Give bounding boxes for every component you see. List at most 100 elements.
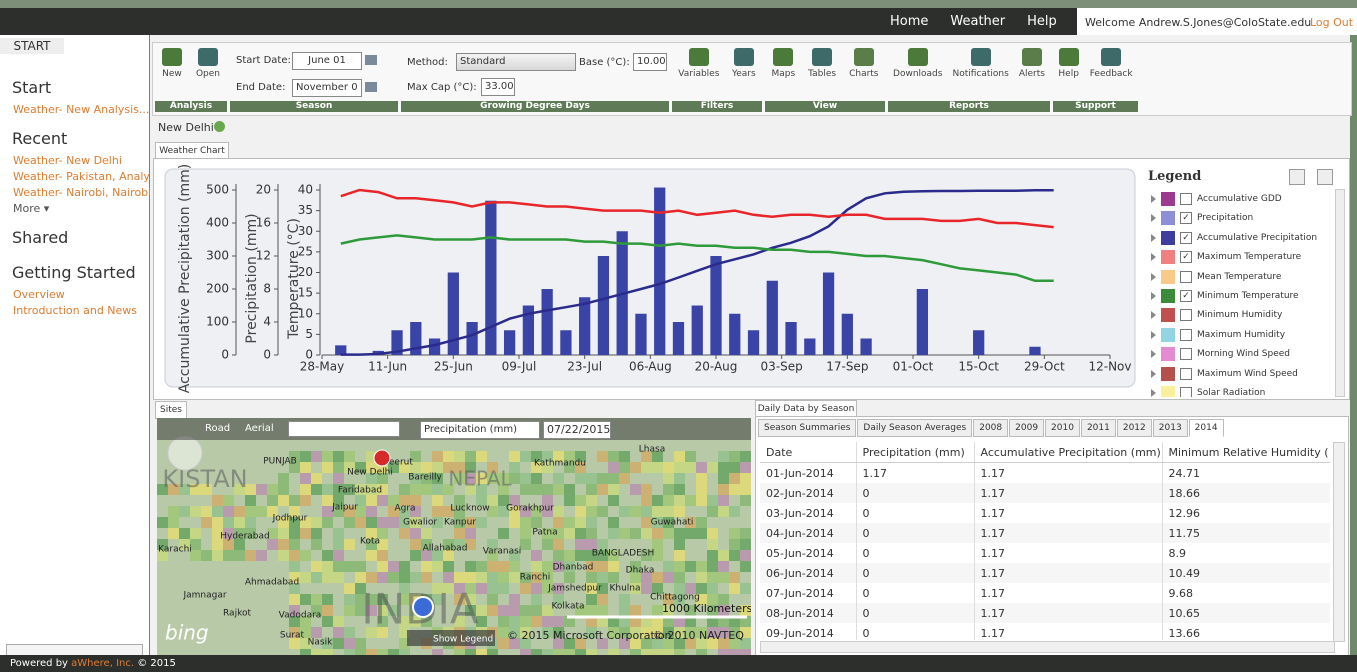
- legend-checkbox[interactable]: ✓: [1180, 232, 1192, 244]
- legend-item[interactable]: Minimum Humidity: [1151, 308, 1282, 322]
- toolbar-button[interactable]: Charts: [849, 48, 878, 103]
- info-button[interactable]: [413, 597, 433, 617]
- toolbar-button[interactable]: Open: [196, 48, 220, 103]
- table-hscrollbar[interactable]: [760, 641, 1335, 653]
- bing-logo: bing: [165, 621, 209, 645]
- season-tab[interactable]: 2009: [1009, 419, 1044, 437]
- legend-label: Maximum Wind Speed: [1197, 369, 1298, 379]
- map-pin[interactable]: [374, 450, 390, 466]
- help-icon[interactable]: [214, 121, 225, 132]
- season-tab[interactable]: 2012: [1117, 419, 1152, 437]
- company-link[interactable]: aWhere, Inc.: [71, 658, 134, 669]
- sidebar-link[interactable]: Weather- Nairobi, Nairobi: [13, 186, 151, 199]
- season-tab[interactable]: 2008: [973, 419, 1008, 437]
- season-tab[interactable]: 2011: [1081, 419, 1116, 437]
- legend-scrollbar[interactable]: [1335, 189, 1345, 397]
- toolbar-button[interactable]: Alerts: [1019, 48, 1045, 103]
- legend-item[interactable]: ✓Precipitation: [1151, 211, 1253, 225]
- legend-checkbox[interactable]: [1180, 348, 1192, 360]
- sidebar-link[interactable]: Weather- New Analysis...: [13, 103, 149, 116]
- toolbar-button[interactable]: Tables: [808, 48, 836, 103]
- date-input[interactable]: 07/22/2015: [543, 421, 611, 439]
- legend-button[interactable]: [1289, 169, 1305, 185]
- legend-checkbox[interactable]: [1180, 271, 1192, 283]
- sidebar-link[interactable]: Introduction and News: [13, 304, 137, 317]
- season-tab[interactable]: Daily Season Averages: [857, 419, 972, 437]
- toolbar-button[interactable]: New: [162, 48, 182, 103]
- map-tile: [597, 506, 608, 517]
- calendar-icon[interactable]: [365, 55, 377, 65]
- toolbar-button[interactable]: Variables: [678, 48, 719, 103]
- road-button[interactable]: Road: [205, 423, 230, 434]
- sidebar-link[interactable]: More ▾: [13, 202, 49, 215]
- legend-item[interactable]: Maximum Wind Speed: [1151, 367, 1298, 381]
- legend-item[interactable]: Morning Wind Speed: [1151, 347, 1290, 361]
- legend-checkbox[interactable]: [1180, 387, 1192, 397]
- toolbar-button[interactable]: Help: [1058, 48, 1079, 103]
- sidebar-link[interactable]: Weather- New Delhi: [13, 154, 122, 167]
- search-box[interactable]: [288, 421, 400, 437]
- toolbar-button[interactable]: Downloads: [893, 48, 942, 103]
- legend-item[interactable]: ✓Maximum Temperature: [1151, 250, 1301, 264]
- toolbar-button[interactable]: Notifications: [952, 48, 1008, 103]
- season-tab[interactable]: Season Summaries: [758, 419, 856, 437]
- legend-item[interactable]: ✓Accumulative Precipitation: [1151, 231, 1317, 245]
- toolbar-button[interactable]: Feedback: [1090, 48, 1133, 103]
- map-tile: [729, 572, 740, 583]
- method-select[interactable]: Standard: [456, 53, 576, 71]
- calendar-icon[interactable]: [365, 82, 377, 92]
- map-tile: [718, 506, 729, 517]
- layer-select[interactable]: Precipitation (mm): [420, 421, 540, 439]
- legend-item[interactable]: Mean Temperature: [1151, 270, 1281, 284]
- nav-link[interactable]: Weather: [950, 14, 1005, 29]
- legend-checkbox[interactable]: ✓: [1180, 290, 1192, 302]
- nav-link[interactable]: Help: [1027, 14, 1057, 29]
- sidebar-link[interactable]: Weather- Pakistan, Analys: [13, 170, 156, 183]
- legend-checkbox[interactable]: ✓: [1180, 251, 1192, 263]
- legend-item[interactable]: ✓Minimum Temperature: [1151, 289, 1299, 303]
- map-tile: [322, 462, 333, 473]
- toolbar-button[interactable]: Years: [732, 48, 756, 103]
- start-input[interactable]: June 01: [292, 52, 362, 70]
- start-tab[interactable]: START: [0, 38, 64, 54]
- table-scrollbar[interactable]: [1333, 442, 1345, 642]
- logout-link[interactable]: Log Out: [1310, 16, 1353, 29]
- map-tile: [289, 550, 300, 561]
- precip-bar: [842, 314, 853, 355]
- legend-item[interactable]: Accumulative GDD: [1151, 192, 1282, 206]
- zoom-control[interactable]: [168, 436, 202, 470]
- place-label: Lucknow: [450, 504, 489, 514]
- cap-input[interactable]: 33.00: [481, 78, 515, 96]
- map-tile: [377, 517, 388, 528]
- season-tab[interactable]: 2014: [1189, 419, 1224, 437]
- end-input[interactable]: November 0: [292, 79, 362, 97]
- legend-checkbox[interactable]: [1180, 329, 1192, 341]
- legend-item[interactable]: Maximum Humidity: [1151, 328, 1285, 342]
- season-tab[interactable]: 2013: [1153, 419, 1188, 437]
- aerial-button[interactable]: Aerial: [245, 423, 274, 434]
- legend-button[interactable]: [1317, 169, 1333, 185]
- toolbar-button[interactable]: Maps: [771, 48, 795, 103]
- chart-tab[interactable]: Weather Chart: [155, 142, 229, 159]
- base-input[interactable]: 10.00: [633, 53, 667, 71]
- nav-link[interactable]: Home: [890, 14, 928, 29]
- legend-item[interactable]: Solar Radiation: [1151, 386, 1265, 397]
- sites-tab[interactable]: Sites: [155, 401, 187, 419]
- legend-checkbox[interactable]: [1180, 309, 1192, 321]
- precip-bar: [542, 289, 553, 355]
- legend-checkbox[interactable]: ✓: [1180, 212, 1192, 224]
- legend-checkbox[interactable]: [1180, 193, 1192, 205]
- sidebar-link[interactable]: Overview: [13, 288, 65, 301]
- season-tab[interactable]: 2010: [1045, 419, 1080, 437]
- legend-checkbox[interactable]: [1180, 368, 1192, 380]
- map-tile: [498, 616, 509, 627]
